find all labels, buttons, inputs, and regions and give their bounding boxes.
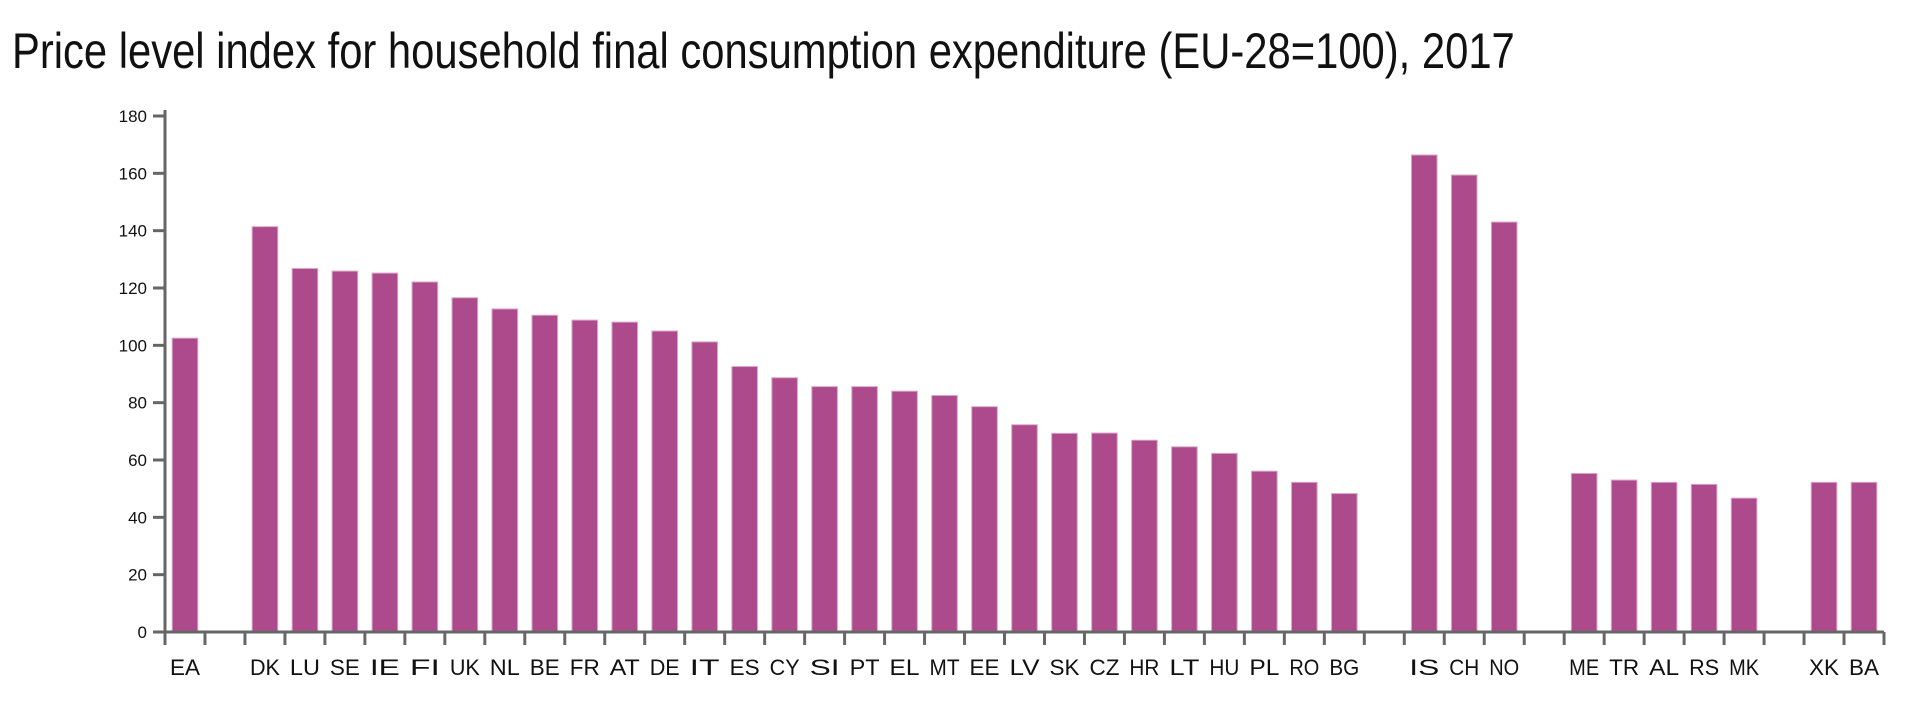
x-tick-label: FI — [410, 655, 440, 680]
bar-ba[interactable] — [1850, 481, 1878, 633]
x-tick-label: PT — [850, 655, 880, 680]
bar-si[interactable] — [811, 386, 838, 633]
y-tick-label: 40 — [128, 508, 147, 527]
bar-lt[interactable] — [1171, 446, 1198, 633]
x-tick-label: MK — [1729, 655, 1759, 680]
bar-de[interactable] — [651, 330, 679, 633]
bar-cz[interactable] — [1091, 432, 1118, 633]
x-tick-label: SE — [330, 655, 360, 680]
x-tick-label: PL — [1249, 655, 1279, 680]
x-tick-label: NO — [1489, 655, 1519, 680]
bar-lv[interactable] — [1011, 424, 1038, 633]
x-tick-label: EE — [970, 655, 1000, 680]
y-axis: 0 20 40 60 80 100 120 140 160 180 — [119, 107, 167, 642]
bar-dk[interactable] — [251, 226, 279, 633]
bar-es[interactable] — [731, 366, 758, 633]
bar-fr[interactable] — [571, 319, 599, 633]
x-tick-label: UK — [450, 655, 480, 680]
bar-uk[interactable] — [451, 297, 479, 633]
x-tick-label: NL — [490, 655, 520, 680]
x-axis: EA DK LU SE IE FI UK NL BE FR AT DE IT ES CY SI PT EL MT EE… — [153, 630, 1886, 680]
bar-se[interactable] — [331, 270, 359, 633]
x-tick-label: MT — [930, 655, 960, 680]
x-tick-label: LV — [1010, 655, 1040, 680]
x-tick-label: RS — [1689, 655, 1719, 680]
y-tick-label: 0 — [138, 623, 147, 642]
x-tick-label: CZ — [1089, 655, 1119, 680]
bar-ee[interactable] — [971, 406, 998, 633]
bar-hu[interactable] — [1211, 452, 1238, 633]
y-tick-label: 20 — [128, 566, 147, 585]
y-tick-label: 80 — [128, 394, 147, 413]
x-tick-label: IE — [370, 655, 400, 680]
bar-ro[interactable] — [1291, 481, 1318, 633]
y-tick-label: 60 — [128, 451, 147, 470]
bar-el[interactable] — [891, 390, 918, 633]
bar-al[interactable] — [1650, 481, 1678, 633]
bar-is[interactable] — [1410, 154, 1438, 633]
y-tick-label: 100 — [119, 336, 147, 355]
bar-it[interactable] — [691, 341, 718, 633]
x-tick-label: EA — [170, 655, 200, 680]
x-tick-label: LU — [290, 655, 320, 680]
x-tick-label: HU — [1209, 655, 1239, 680]
x-tick-label: LT — [1169, 655, 1199, 680]
y-tick-label: 160 — [119, 164, 147, 183]
bar-fi[interactable] — [411, 281, 439, 633]
bar-lu[interactable] — [291, 268, 319, 633]
bar-bg[interactable] — [1331, 493, 1358, 633]
bar-xk[interactable] — [1810, 481, 1838, 633]
x-tick-label: FR — [570, 655, 600, 680]
x-tick-label: BE — [530, 655, 560, 680]
bar-ie[interactable] — [371, 272, 399, 633]
bar-me[interactable] — [1570, 472, 1598, 633]
bar-mk[interactable] — [1730, 497, 1758, 633]
x-tick-label: HR — [1129, 655, 1159, 680]
bar-sk[interactable] — [1051, 432, 1078, 633]
x-tick-label: SK — [1049, 655, 1079, 680]
x-tick-label: RO — [1289, 655, 1319, 680]
x-tick-label: BG — [1329, 655, 1359, 680]
bar-tr[interactable] — [1610, 479, 1638, 633]
bar-be[interactable] — [531, 314, 559, 633]
x-tick-label: EL — [890, 655, 920, 680]
y-tick-label: 180 — [119, 107, 147, 126]
bar-mt[interactable] — [931, 395, 958, 633]
x-tick-label: AT — [610, 655, 640, 680]
x-tick-label: DE — [650, 655, 680, 680]
x-tick-label: SI — [810, 655, 840, 680]
x-tick-label: CH — [1449, 655, 1479, 680]
bar-rs[interactable] — [1690, 483, 1718, 633]
x-tick-label: DK — [250, 655, 280, 680]
x-tick-label: IT — [690, 655, 720, 680]
bars — [171, 154, 1878, 633]
bar-hr[interactable] — [1131, 439, 1158, 633]
bar-at[interactable] — [611, 321, 639, 633]
x-tick-label: BA — [1849, 655, 1879, 680]
y-tick-label: 120 — [119, 279, 147, 298]
bar-pl[interactable] — [1251, 470, 1278, 633]
x-tick-label: TR — [1609, 655, 1639, 680]
x-tick-label: XK — [1809, 655, 1839, 680]
bar-no[interactable] — [1490, 221, 1518, 633]
x-tick-label: CY — [770, 655, 800, 680]
y-tick-label: 140 — [119, 222, 147, 241]
bar-nl[interactable] — [491, 308, 519, 633]
bar-pt[interactable] — [851, 386, 878, 633]
x-tick-label: ES — [730, 655, 760, 680]
chart-title: Price level index for household final co… — [12, 23, 1515, 79]
x-tick-label: IS — [1409, 655, 1439, 680]
bar-cy[interactable] — [771, 377, 798, 633]
x-tick-label: AL — [1649, 655, 1679, 680]
x-tick-label: ME — [1569, 655, 1599, 680]
bar-ch[interactable] — [1450, 174, 1478, 633]
bar-ea[interactable] — [171, 337, 199, 633]
